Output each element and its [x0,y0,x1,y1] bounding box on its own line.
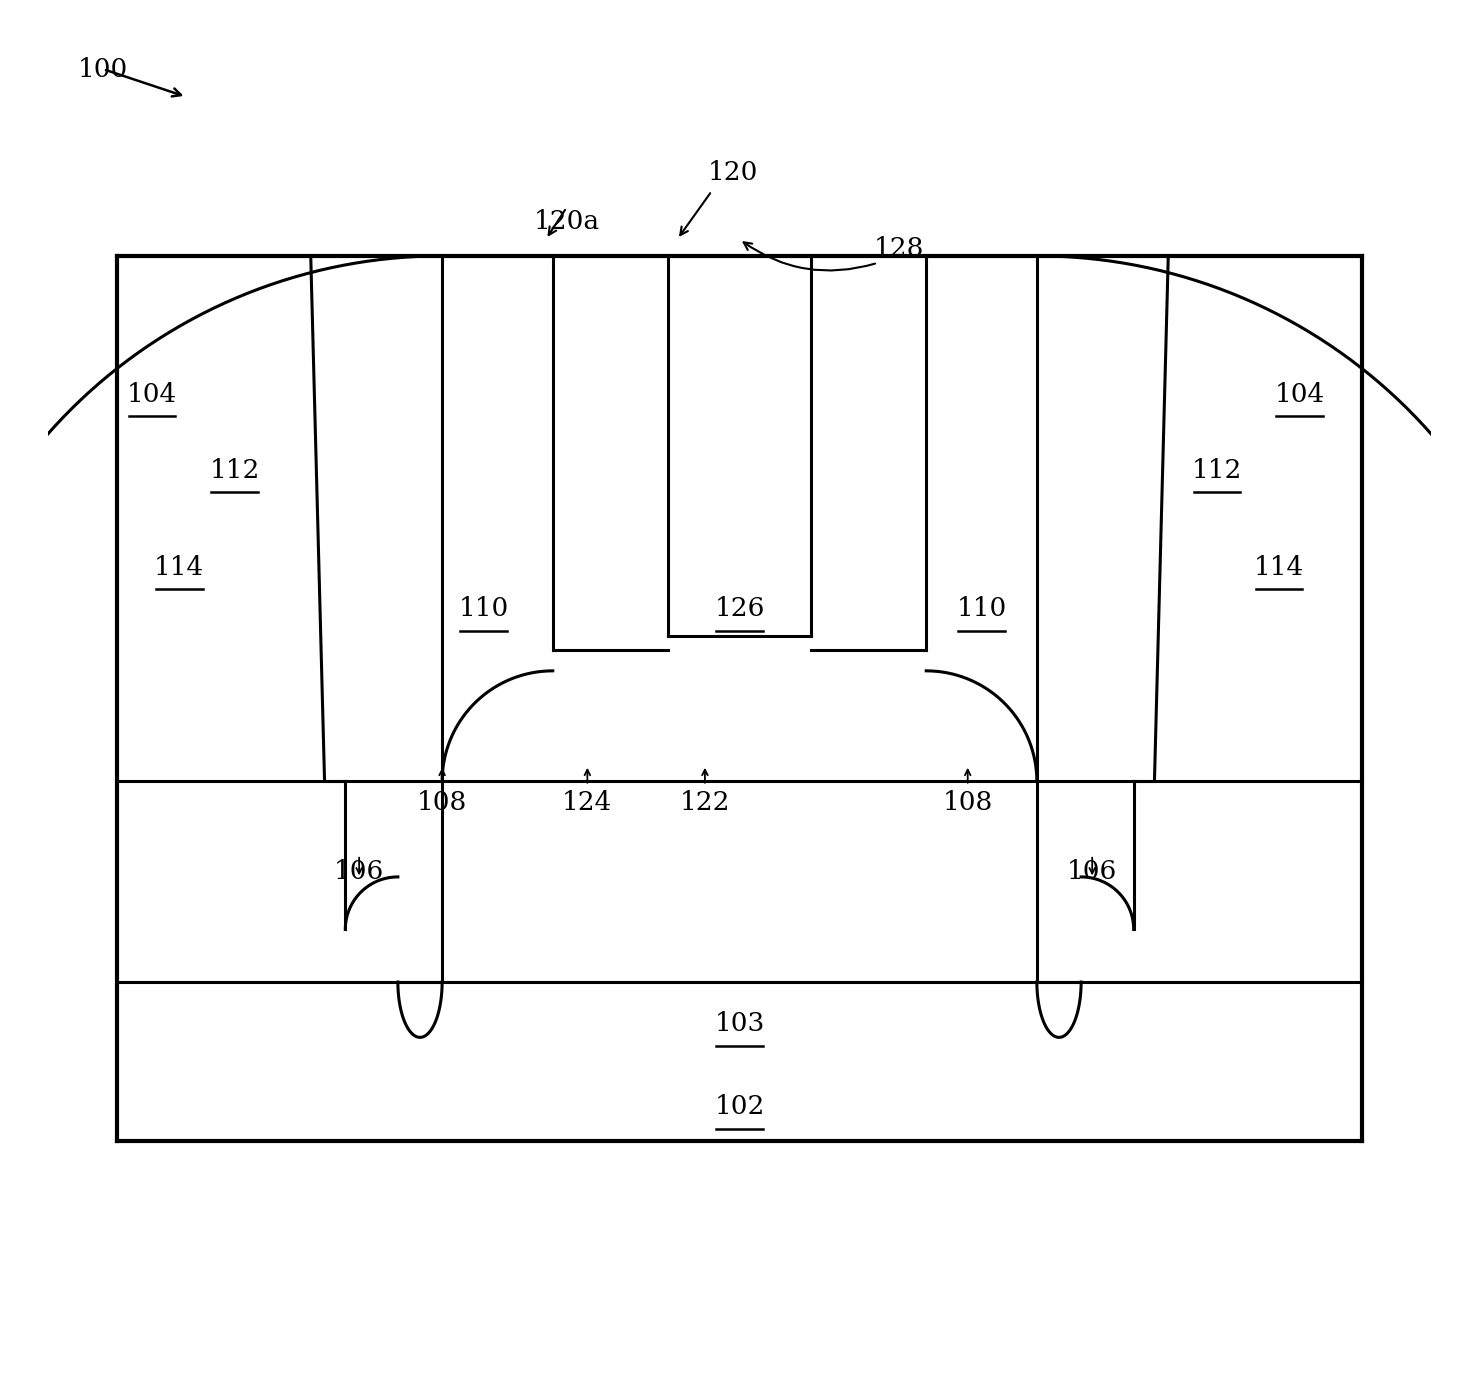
Text: 104: 104 [1275,381,1325,407]
Text: 120: 120 [707,161,757,186]
Text: 122: 122 [680,789,731,814]
Text: 110: 110 [458,597,509,622]
Text: 112: 112 [1192,458,1242,483]
Text: 114: 114 [154,555,204,580]
Text: 110: 110 [957,597,1007,622]
Text: 104: 104 [127,381,177,407]
Text: 112: 112 [210,458,260,483]
Text: 106: 106 [334,859,385,884]
Text: 100: 100 [78,57,129,81]
Text: 128: 128 [874,236,924,261]
Text: 124: 124 [562,789,612,814]
Text: 106: 106 [1066,859,1117,884]
Text: 108: 108 [417,789,467,814]
Text: 103: 103 [714,1011,765,1037]
Text: 114: 114 [1254,555,1304,580]
Text: 108: 108 [942,789,992,814]
Text: 126: 126 [714,597,765,622]
Text: 102: 102 [714,1094,765,1119]
Text: 120a: 120a [534,208,599,233]
